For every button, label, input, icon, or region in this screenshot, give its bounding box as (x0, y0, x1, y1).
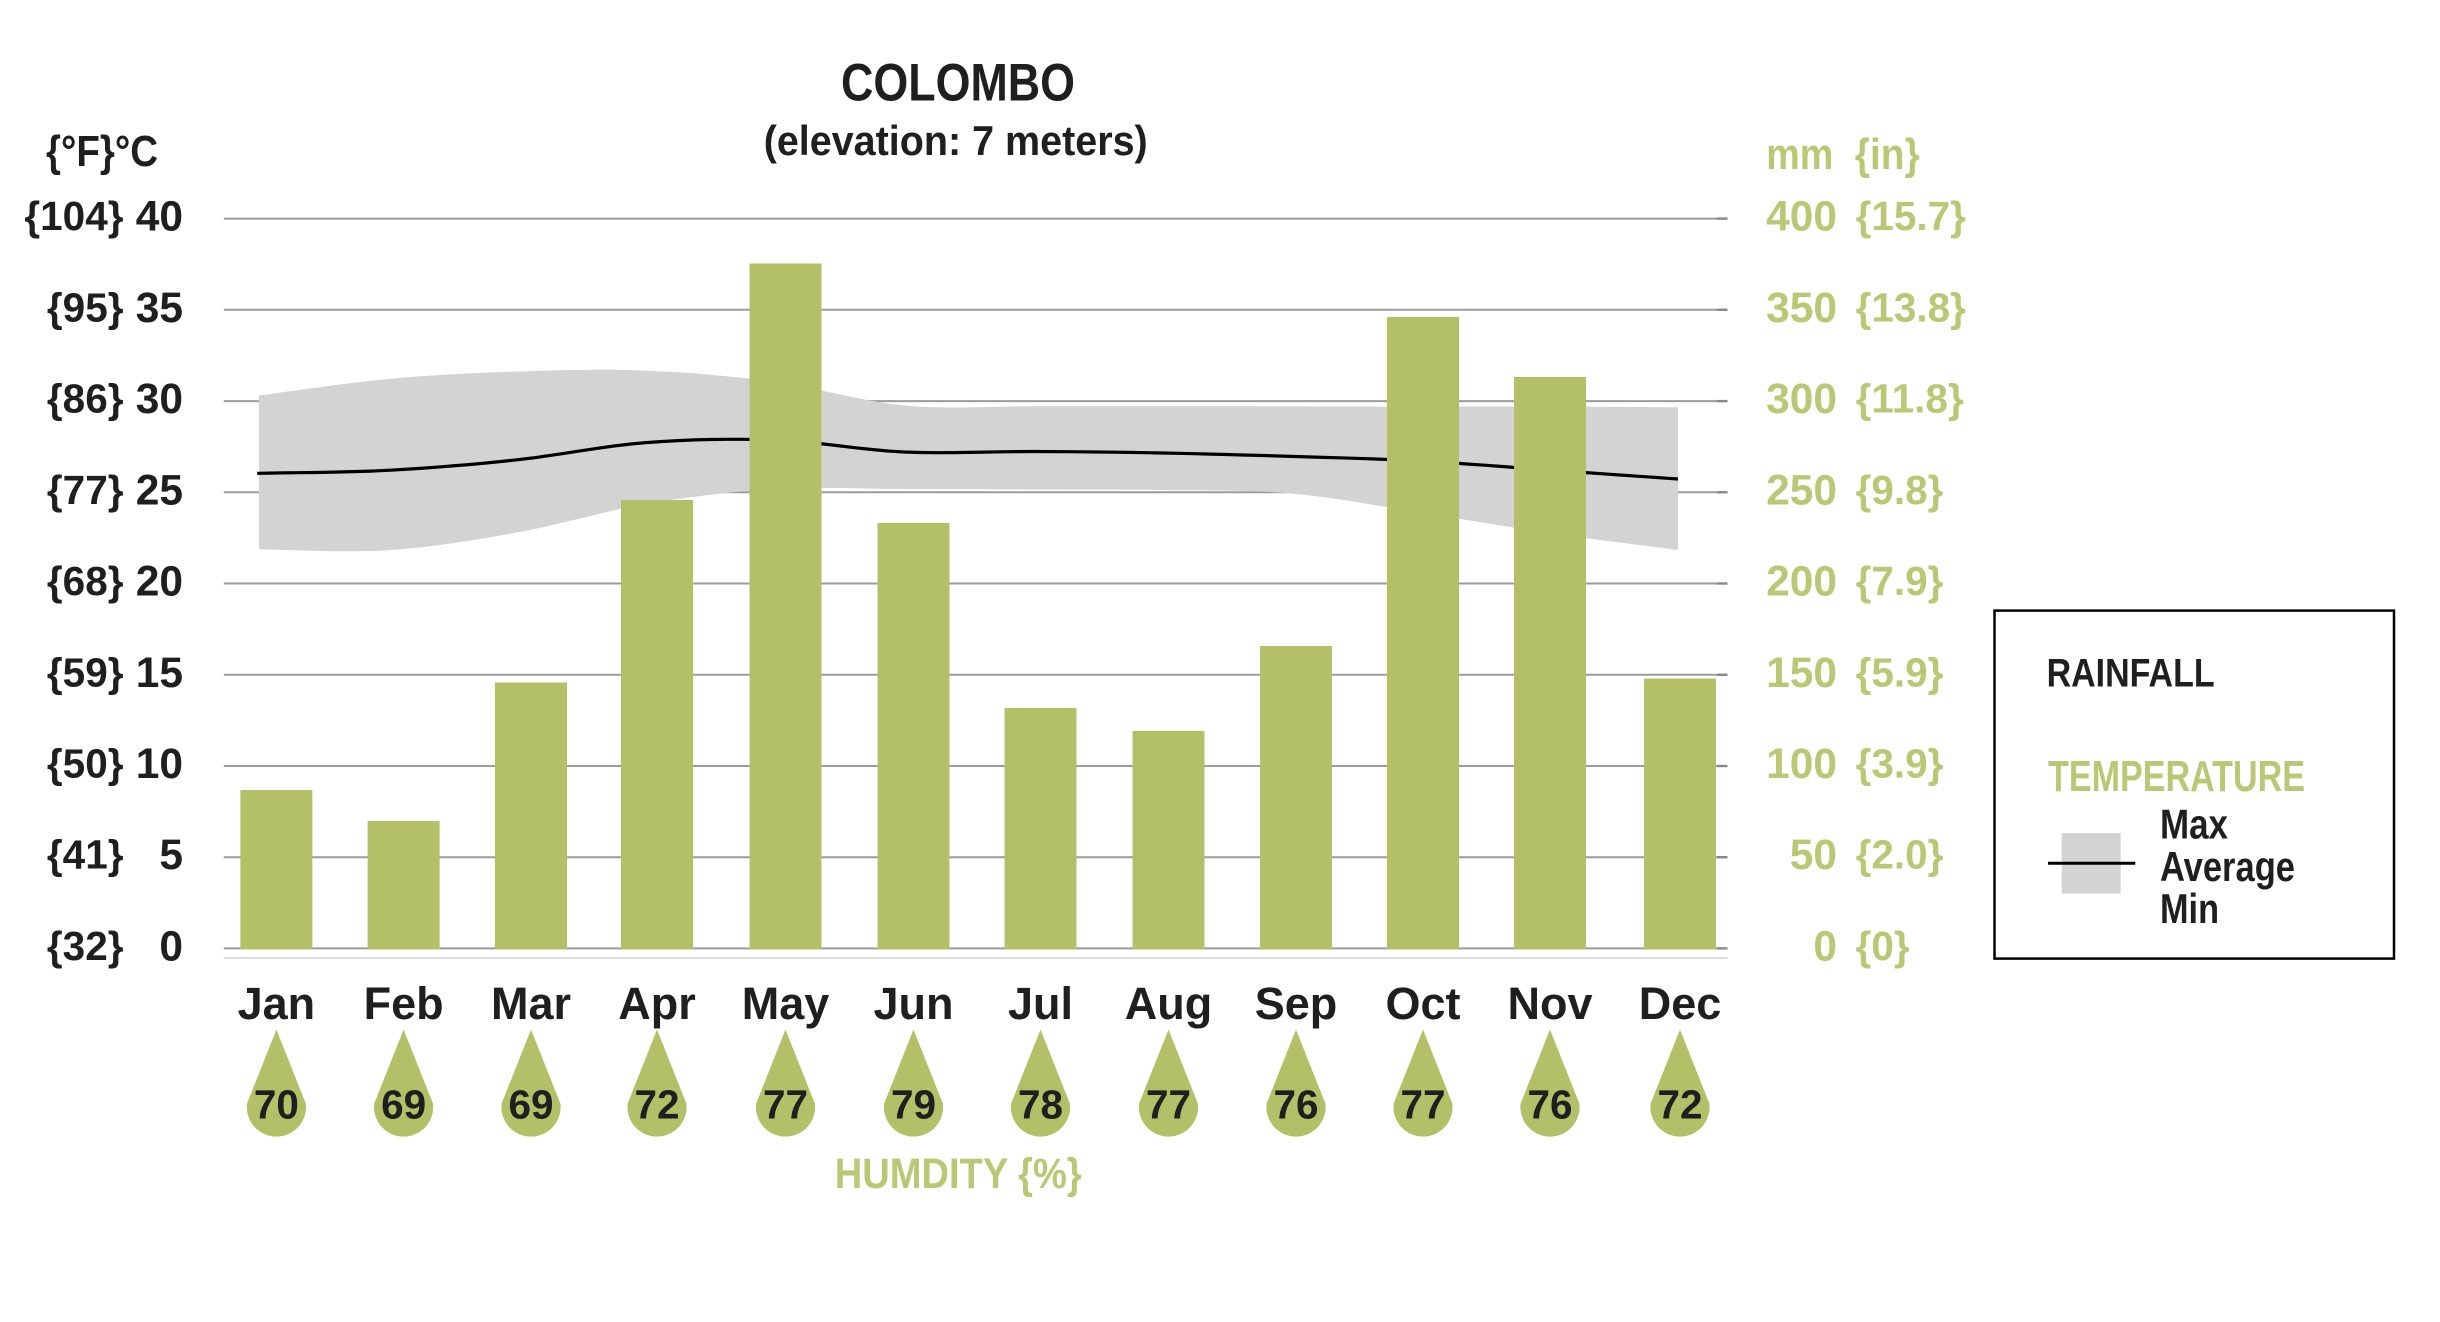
svg-text:{15.7}: {15.7} (1856, 193, 1967, 239)
svg-text:Aug: Aug (1125, 978, 1212, 1029)
svg-text:{11.8}: {11.8} (1856, 376, 1964, 422)
svg-text:20: 20 (136, 559, 183, 606)
svg-text:50: 50 (1790, 832, 1837, 879)
svg-text:{9.8}: {9.8} (1856, 467, 1944, 513)
svg-text:78: 78 (1018, 1082, 1063, 1128)
svg-text:Max: Max (2160, 801, 2229, 848)
svg-text:{3.9}: {3.9} (1856, 741, 1944, 787)
svg-text:{68}: {68} (47, 558, 124, 604)
svg-text:69: 69 (508, 1082, 553, 1128)
svg-text:Nov: Nov (1507, 978, 1592, 1029)
svg-text:69: 69 (381, 1082, 426, 1128)
svg-text:350: 350 (1766, 285, 1837, 332)
svg-text:Mar: Mar (491, 978, 571, 1029)
svg-text:Dec: Dec (1639, 978, 1722, 1029)
svg-text:250: 250 (1766, 467, 1837, 514)
svg-text:RAINFALL: RAINFALL (2047, 652, 2215, 696)
svg-text:40: 40 (136, 194, 183, 241)
svg-text:{32}: {32} (47, 923, 124, 969)
svg-text:{13.8}: {13.8} (1856, 284, 1967, 330)
svg-text:{in}: {in} (1855, 130, 1920, 179)
svg-text:{0}: {0} (1856, 923, 1910, 969)
svg-text:{59}: {59} (47, 649, 124, 695)
svg-text:{95}: {95} (47, 284, 124, 330)
svg-text:77: 77 (763, 1082, 808, 1128)
svg-text:mm: mm (1766, 130, 1833, 179)
svg-text:Apr: Apr (618, 978, 696, 1029)
svg-text:{7.9}: {7.9} (1856, 558, 1944, 604)
svg-text:150: 150 (1766, 650, 1837, 697)
svg-text:400: 400 (1766, 194, 1837, 241)
svg-text:Jul: Jul (1008, 978, 1073, 1029)
svg-text:Jan: Jan (238, 978, 316, 1029)
svg-text:0: 0 (159, 923, 183, 970)
svg-text:{77}: {77} (47, 467, 124, 513)
svg-text:77: 77 (1400, 1082, 1445, 1128)
svg-text:Average: Average (2160, 843, 2295, 890)
svg-text:Sep: Sep (1255, 978, 1338, 1029)
svg-text:100: 100 (1766, 741, 1837, 788)
svg-text:Min: Min (2160, 885, 2219, 932)
svg-text:{°F}°C: {°F}°C (46, 127, 158, 176)
svg-text:May: May (742, 978, 830, 1029)
svg-text:25: 25 (136, 467, 183, 514)
svg-text:{50}: {50} (47, 741, 124, 787)
svg-text:10: 10 (136, 741, 183, 788)
svg-text:15: 15 (136, 650, 183, 697)
svg-text:Oct: Oct (1385, 978, 1460, 1029)
svg-text:COLOMBO: COLOMBO (841, 54, 1075, 113)
svg-text:70: 70 (254, 1082, 299, 1128)
svg-text:0: 0 (1813, 923, 1837, 970)
svg-text:Feb: Feb (364, 978, 444, 1029)
svg-text:{41}: {41} (47, 832, 124, 878)
svg-text:Jun: Jun (873, 978, 953, 1029)
svg-text:{5.9}: {5.9} (1856, 649, 1944, 695)
svg-text:TEMPERATURE: TEMPERATURE (2048, 752, 2305, 801)
svg-text:76: 76 (1527, 1082, 1572, 1128)
svg-text:{104}: {104} (24, 193, 123, 239)
svg-text:300: 300 (1766, 376, 1837, 423)
svg-text:(elevation: 7 meters): (elevation: 7 meters) (764, 117, 1148, 164)
svg-text:200: 200 (1766, 559, 1837, 606)
svg-text:77: 77 (1146, 1082, 1191, 1128)
svg-text:5: 5 (159, 832, 183, 879)
svg-text:79: 79 (891, 1082, 936, 1128)
svg-text:76: 76 (1273, 1082, 1318, 1128)
svg-text:35: 35 (136, 285, 183, 332)
svg-text:72: 72 (1657, 1082, 1702, 1128)
svg-text:HUMDITY {%}: HUMDITY {%} (835, 1150, 1082, 1198)
svg-text:{86}: {86} (47, 376, 124, 422)
svg-text:30: 30 (136, 376, 183, 423)
svg-text:72: 72 (634, 1082, 679, 1128)
svg-text:{2.0}: {2.0} (1856, 832, 1944, 878)
